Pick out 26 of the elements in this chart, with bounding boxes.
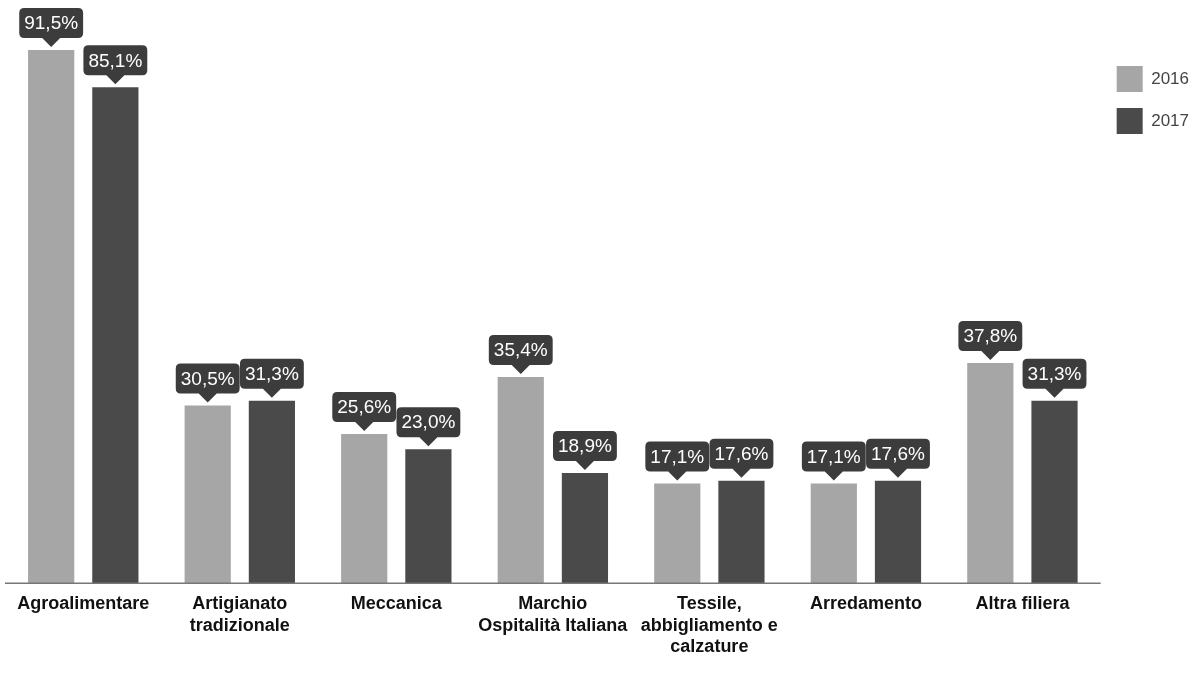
data-label: 17,1%: [806, 445, 861, 467]
legend-label: 2016: [1151, 68, 1190, 88]
data-label: 23,0%: [401, 411, 456, 433]
legend-label: 2017: [1151, 110, 1190, 130]
x-tick-label: Arredamento: [809, 592, 922, 613]
data-label: 17,6%: [871, 442, 926, 464]
bar: [341, 434, 388, 584]
x-tick-label: Meccanica: [350, 592, 443, 613]
data-label: 91,5%: [24, 12, 79, 34]
data-label: 18,9%: [557, 435, 612, 457]
x-tick-label: Marchio Ospitalità Italiana: [478, 592, 629, 635]
data-label: 25,6%: [337, 396, 392, 418]
bar: [561, 473, 609, 584]
x-tick-label: Altra filiera: [975, 592, 1071, 613]
data-label: 17,6%: [714, 442, 769, 464]
x-tick-label: Tessile, abbigliamento e calzature: [640, 592, 778, 657]
x-tick-label: Agroalimentare: [17, 592, 150, 613]
data-label: 31,3%: [244, 363, 299, 385]
data-label: 17,1%: [650, 445, 705, 467]
data-label: 31,3%: [1027, 363, 1082, 385]
data-label: 35,4%: [493, 339, 548, 361]
data-label: 85,1%: [88, 49, 143, 71]
data-label: 30,5%: [180, 367, 235, 389]
data-label: 37,8%: [963, 325, 1018, 347]
x-tick-label: Artigianato tradizionale: [189, 592, 290, 635]
bar: [28, 50, 75, 584]
